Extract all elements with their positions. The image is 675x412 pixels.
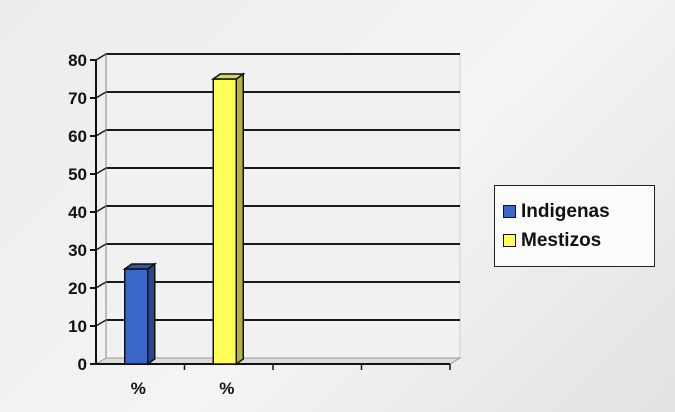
bar-side <box>147 262 156 366</box>
y-tick-label: 0 <box>78 355 87 374</box>
bar-front <box>212 78 237 365</box>
gridline-side <box>95 281 107 289</box>
legend-swatch <box>503 234 516 247</box>
legend-swatch <box>503 205 516 218</box>
gridline-side <box>95 319 107 327</box>
y-tick-label: 20 <box>68 279 87 298</box>
gridline-side <box>95 53 107 61</box>
gridline-side <box>95 167 107 175</box>
legend-label: Indigenas <box>521 200 610 222</box>
y-tick-label: 60 <box>68 127 87 146</box>
gridline-side <box>95 205 107 213</box>
gridline-side <box>95 129 107 137</box>
y-tick-label: 80 <box>68 51 87 70</box>
bar-side <box>235 72 244 366</box>
bar-front <box>124 268 149 365</box>
y-tick-label: 30 <box>68 241 87 260</box>
gridline-side <box>95 91 107 99</box>
y-tick-label: 50 <box>68 165 87 184</box>
y-tick-label: 40 <box>68 203 87 222</box>
legend-label: Mestizos <box>521 229 602 251</box>
category-label: % <box>219 379 234 398</box>
category-label: % <box>131 379 146 398</box>
chart-legend: Indigenas Mestizos <box>494 185 655 267</box>
legend-item: Indigenas <box>503 197 654 226</box>
legend-item: Mestizos <box>503 226 654 255</box>
y-tick-label: 70 <box>68 89 87 108</box>
y-tick-label: 10 <box>68 317 87 336</box>
bar-top <box>122 263 158 270</box>
bar-top <box>210 73 246 80</box>
gridline-side <box>95 243 107 251</box>
